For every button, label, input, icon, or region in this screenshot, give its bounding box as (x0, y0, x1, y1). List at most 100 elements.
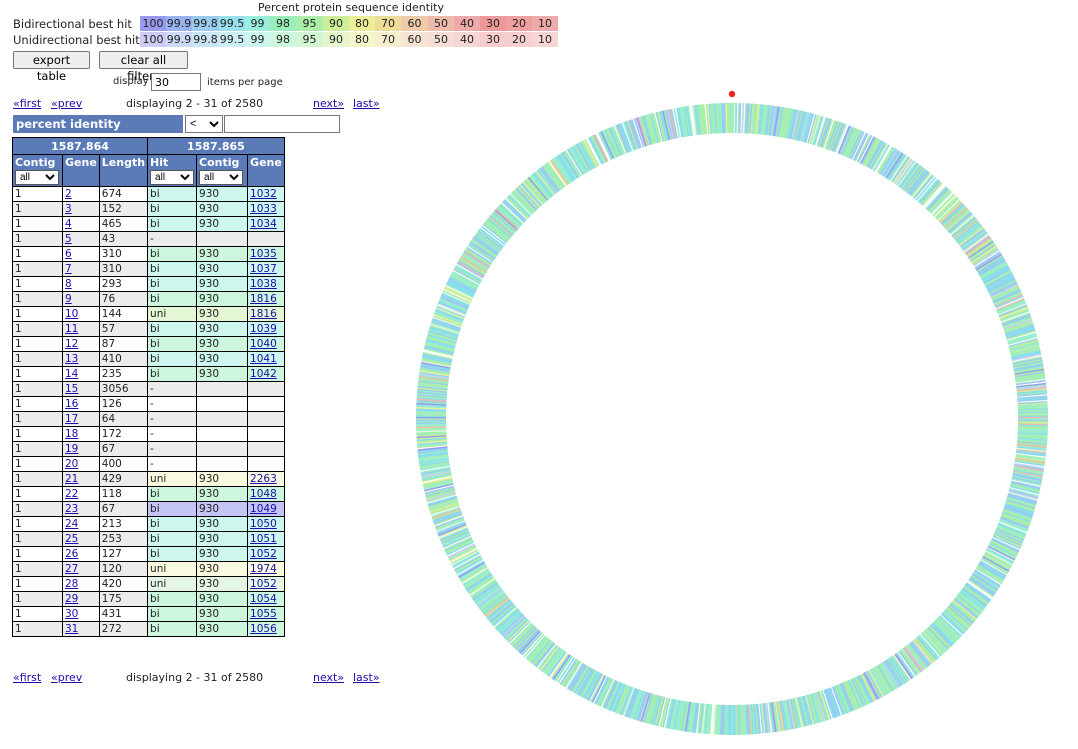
gene-cell-link[interactable]: 25 (65, 532, 79, 545)
target-contig-filter-select[interactable]: all (199, 170, 244, 185)
prev-page-link[interactable]: «prev (51, 97, 83, 110)
next-page-link[interactable]: next» (313, 671, 345, 684)
target-gene-cell-link[interactable]: 1052 (250, 547, 277, 560)
target-gene-cell-link[interactable]: 1051 (250, 532, 277, 545)
gene-segment (930, 623, 953, 646)
gene-segment (761, 703, 767, 734)
gene-segment (420, 363, 451, 370)
target-gene-cell-link[interactable]: 2263 (250, 472, 277, 485)
gene-cell-link[interactable]: 27 (65, 562, 79, 575)
gene-cell-link[interactable]: 16 (65, 397, 79, 410)
gene-cell-link[interactable]: 9 (65, 292, 72, 305)
first-page-link[interactable]: «first (13, 671, 42, 684)
target-gene-cell-link[interactable]: 1048 (250, 487, 277, 500)
gene-cell-link[interactable]: 23 (65, 502, 79, 515)
length-cell: 87 (98, 336, 149, 352)
gene-segment (888, 657, 907, 684)
identity-value-input[interactable] (224, 115, 340, 133)
gene-cell-link[interactable]: 10 (65, 307, 79, 320)
gene-segment (954, 220, 979, 241)
target-gene-cell-link[interactable]: 1055 (250, 607, 277, 620)
gene-segment (803, 113, 813, 143)
gene-cell-link[interactable]: 8 (65, 277, 72, 290)
gene-segment (982, 554, 1010, 571)
gene-cell-link[interactable]: 18 (65, 427, 79, 440)
gene-segment (541, 646, 561, 672)
gene-cell-link[interactable]: 12 (65, 337, 79, 350)
gene-cell-link[interactable]: 17 (65, 412, 79, 425)
items-per-page-input[interactable] (151, 73, 201, 91)
target-gene-cell-link[interactable]: 1035 (250, 247, 277, 260)
target-gene-cell-link[interactable]: 1039 (250, 322, 277, 335)
gene-cell-link[interactable]: 30 (65, 607, 79, 620)
export-table-button[interactable]: export table (13, 51, 90, 83)
clear-filters-button[interactable]: clear all filters (99, 51, 188, 83)
gene-cell-link[interactable]: 28 (65, 577, 79, 590)
gene-cell-link[interactable]: 11 (65, 322, 79, 335)
table-row: 1 29 175 bi 930 1054 (12, 591, 285, 607)
hit-filter-select[interactable]: all (150, 170, 195, 185)
circular-genome-plot[interactable] (412, 86, 1052, 746)
gene-cell-link[interactable]: 14 (65, 367, 79, 380)
gene-cell-link[interactable]: 24 (65, 517, 79, 530)
target-gene-cell-link[interactable]: 1042 (250, 367, 277, 380)
gene-segment (445, 283, 474, 298)
gene-segment (811, 693, 821, 723)
next-page-link[interactable]: next» (313, 97, 345, 110)
identity-operator-select[interactable]: < (185, 115, 223, 133)
gene-segment (999, 307, 1029, 320)
gene-cell: 17 (62, 411, 100, 427)
contig-filter-select[interactable]: all (15, 170, 59, 185)
target-gene-cell-link[interactable]: 1038 (250, 277, 277, 290)
gene-cell-link[interactable]: 19 (65, 442, 79, 455)
gene-cell-link[interactable]: 13 (65, 352, 79, 365)
target-gene-cell-link[interactable]: 1032 (250, 187, 277, 200)
target-gene-cell-link[interactable]: 1816 (250, 307, 277, 320)
gene-cell-link[interactable]: 3 (65, 202, 72, 215)
gene-segment (490, 603, 515, 625)
target-gene-cell-link[interactable]: 1033 (250, 202, 277, 215)
gene-cell-link[interactable]: 22 (65, 487, 79, 500)
length-cell: 126 (98, 396, 149, 412)
target-gene-cell-link[interactable]: 1054 (250, 592, 277, 605)
gene-segment (416, 429, 447, 433)
gene-cell-link[interactable]: 21 (65, 472, 79, 485)
gene-cell-link[interactable]: 20 (65, 457, 79, 470)
gene-segment (940, 203, 964, 225)
gene-segment (487, 599, 512, 620)
target-gene-cell-link[interactable]: 1049 (250, 502, 277, 515)
gene-segment (947, 211, 972, 233)
gene-segment (447, 279, 476, 295)
gene-segment (685, 701, 692, 732)
target-gene-cell-link[interactable]: 1050 (250, 517, 277, 530)
target-gene-cell-link[interactable]: 1974 (250, 562, 277, 575)
prev-page-link[interactable]: «prev (51, 671, 83, 684)
gene-cell-link[interactable]: 2 (65, 187, 72, 200)
gene-cell-link[interactable]: 5 (65, 232, 72, 245)
last-page-link[interactable]: last» (353, 671, 380, 684)
gene-segment (878, 664, 895, 691)
target-gene-cell-link[interactable]: 1037 (250, 262, 277, 275)
target-gene-cell-link[interactable]: 1041 (250, 352, 277, 365)
target-gene-cell-link[interactable]: 1040 (250, 337, 277, 350)
gene-cell-link[interactable]: 7 (65, 262, 72, 275)
target-gene-cell-link[interactable]: 1052 (250, 577, 277, 590)
target-gene-cell-link[interactable]: 1816 (250, 292, 277, 305)
gene-segment (497, 610, 521, 632)
target-gene-cell-link[interactable]: 1034 (250, 217, 277, 230)
first-page-link[interactable]: «first (13, 97, 42, 110)
gene-segment (418, 457, 449, 464)
target-gene-cell-link[interactable]: 1056 (250, 622, 277, 635)
gene-cell-link[interactable]: 26 (65, 547, 79, 560)
gene-cell-link[interactable]: 31 (65, 622, 79, 635)
gene-cell-link[interactable]: 6 (65, 247, 72, 260)
gene-segment (812, 115, 823, 145)
gene-cell-link[interactable]: 29 (65, 592, 79, 605)
gene-segment (557, 154, 576, 181)
gene-segment (849, 679, 864, 708)
gene-segment (613, 684, 627, 713)
last-page-link[interactable]: last» (353, 97, 380, 110)
gene-cell-link[interactable]: 15 (65, 382, 79, 395)
gene-cell-link[interactable]: 4 (65, 217, 72, 230)
gene-segment (535, 642, 556, 668)
